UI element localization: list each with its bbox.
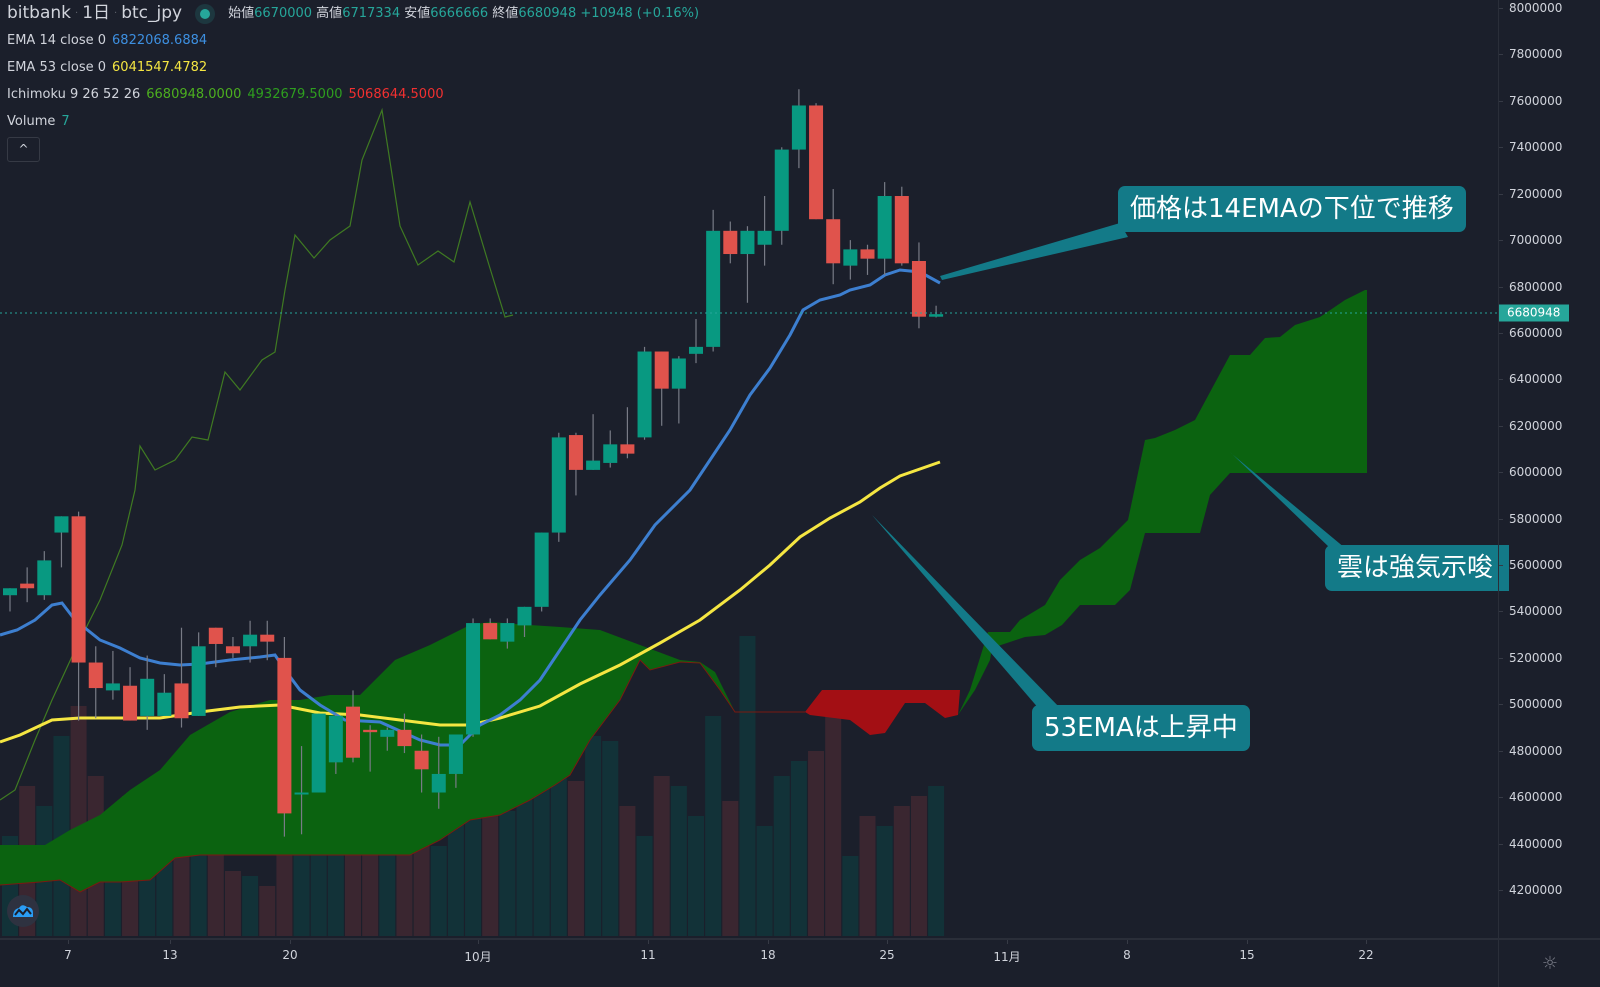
time-tick xyxy=(170,940,171,944)
ichimoku-cloud xyxy=(0,290,1367,893)
price-label: 5400000 xyxy=(1509,604,1563,619)
indicator-ema53[interactable]: EMA 53 close 0 6041547.4782 xyxy=(7,60,208,75)
time-tick xyxy=(1247,940,1248,944)
price-label: 5600000 xyxy=(1509,558,1563,573)
price-label: 7400000 xyxy=(1509,140,1563,155)
price-tick xyxy=(1499,611,1503,613)
annotation-cloud[interactable]: 雲は強気示唆 xyxy=(1325,545,1509,591)
time-tick xyxy=(1127,940,1128,944)
price-label: 4600000 xyxy=(1509,790,1563,805)
price-tick xyxy=(1499,286,1503,288)
logo-mountain-icon xyxy=(13,905,33,917)
price-tick xyxy=(1499,100,1503,102)
callout-pointer-14ema xyxy=(940,223,1128,280)
time-tick xyxy=(887,940,888,944)
price-label: 6400000 xyxy=(1509,372,1563,387)
time-tick xyxy=(1366,940,1367,944)
price-tick xyxy=(1499,657,1503,659)
price-label: 5000000 xyxy=(1509,697,1563,712)
price-label: 6600000 xyxy=(1509,325,1563,340)
price-label: 8000000 xyxy=(1509,1,1563,15)
price-tick xyxy=(1499,750,1503,752)
time-label: 13 xyxy=(162,948,178,962)
chart-settings-button[interactable]: ☼ xyxy=(1498,938,1600,987)
price-tick xyxy=(1499,379,1503,381)
annotation-53ema[interactable]: 53EMAは上昇中 xyxy=(1032,705,1250,751)
time-label: 10月 xyxy=(464,950,492,964)
price-label: 7200000 xyxy=(1509,186,1563,201)
chevron-up-icon: ^ xyxy=(18,142,29,156)
price-label: 7600000 xyxy=(1509,93,1563,108)
time-label: 8 xyxy=(1123,948,1131,962)
candlesticks xyxy=(3,89,944,837)
market-status-dot-icon xyxy=(200,8,211,19)
price-tick xyxy=(1499,890,1503,891)
price-label: 6200000 xyxy=(1509,418,1563,433)
price-tick xyxy=(1499,425,1503,427)
price-tick xyxy=(1499,843,1503,845)
current-price-label: 6680948 xyxy=(1499,304,1569,322)
ohlc-values: 始値6670000 高値6717334 安値6666666 終値6680948 … xyxy=(228,6,700,21)
price-axis[interactable]: 6680948 8000000 7800000 7600000 7400000 7200… xyxy=(1498,0,1600,938)
time-tick xyxy=(1007,940,1008,944)
price-tick xyxy=(1499,472,1503,474)
time-label: 11月 xyxy=(993,950,1021,964)
interval[interactable]: 1日 xyxy=(82,3,111,23)
gear-icon: ☼ xyxy=(1541,953,1559,974)
time-label: 25 xyxy=(879,948,895,962)
time-label: 18 xyxy=(760,948,776,962)
time-label: 15 xyxy=(1239,948,1255,962)
time-label: 22 xyxy=(1358,948,1374,962)
collapse-legend-button[interactable]: ^ xyxy=(7,137,40,162)
chart-legend: bitbank · 1日 · btc_jpy 始値6670000 高値67173… xyxy=(7,0,699,162)
tradingview-logo[interactable] xyxy=(7,895,39,927)
price-tick xyxy=(1499,797,1503,799)
ichimoku-lagging-line xyxy=(0,107,514,801)
price-tick xyxy=(1499,518,1503,520)
symbol-name: btc_jpy xyxy=(121,3,183,23)
price-label: 4200000 xyxy=(1509,883,1563,897)
price-label: 5200000 xyxy=(1509,650,1563,665)
exchange-name: bitbank xyxy=(7,3,72,23)
price-tick xyxy=(1499,332,1503,334)
callout-pointer-53ema xyxy=(872,515,1062,710)
indicator-volume[interactable]: Volume 7 xyxy=(7,114,70,129)
price-tick xyxy=(1499,704,1503,706)
price-label: 4400000 xyxy=(1509,836,1563,851)
price-label: 6800000 xyxy=(1509,279,1563,294)
price-label: 6000000 xyxy=(1509,465,1563,480)
time-label: 11 xyxy=(640,948,656,962)
price-tick xyxy=(1499,8,1503,9)
time-tick xyxy=(68,940,69,944)
price-tick xyxy=(1499,240,1503,242)
indicator-ema14[interactable]: EMA 14 close 0 6822068.6884 xyxy=(7,33,208,48)
price-tick xyxy=(1499,147,1503,149)
price-label: 7000000 xyxy=(1509,233,1563,248)
time-tick xyxy=(648,940,649,944)
price-label: 5800000 xyxy=(1509,511,1563,526)
time-tick xyxy=(478,940,479,944)
price-label: 7800000 xyxy=(1509,47,1563,62)
price-tick xyxy=(1499,565,1503,567)
annotation-14ema[interactable]: 価格は14EMAの下位で推移 xyxy=(1118,186,1466,232)
price-tick xyxy=(1499,193,1503,195)
indicator-ichimoku[interactable]: Ichimoku 9 26 52 26 6680948.0000 4932679… xyxy=(7,87,444,102)
time-axis[interactable]: 7 13 20 10月 11 18 25 11月 8 15 22 xyxy=(0,938,1498,987)
time-label: 7 xyxy=(64,948,72,962)
time-label: 20 xyxy=(282,948,298,962)
symbol-header[interactable]: bitbank · 1日 · btc_jpy 始値6670000 高値67173… xyxy=(7,0,699,27)
time-tick xyxy=(768,940,769,944)
price-tick xyxy=(1499,54,1503,56)
price-label: 4800000 xyxy=(1509,743,1563,758)
time-tick xyxy=(290,940,291,944)
